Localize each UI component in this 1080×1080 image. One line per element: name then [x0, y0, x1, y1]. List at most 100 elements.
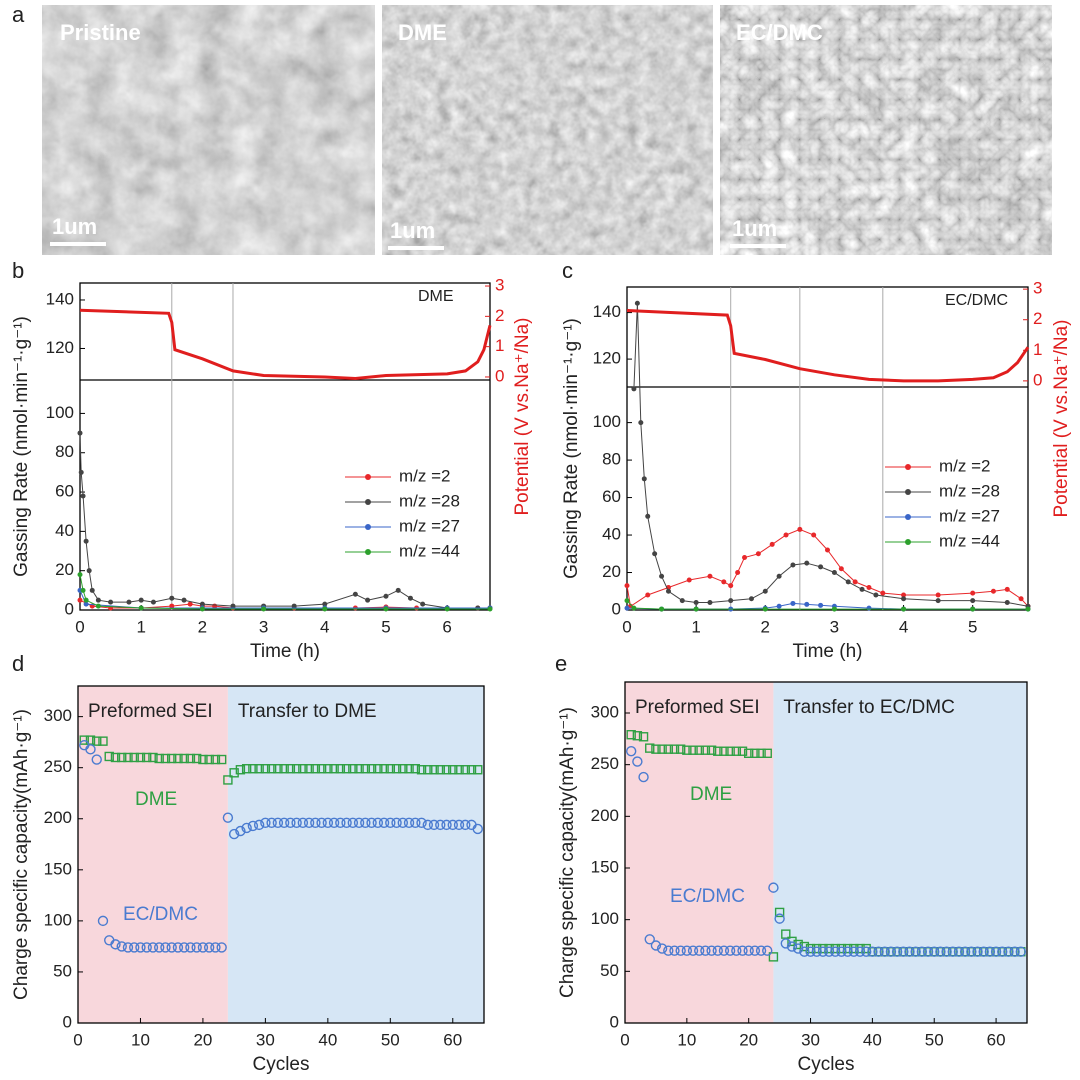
data-point [329, 764, 339, 774]
data-point [776, 603, 782, 609]
data-point [285, 764, 296, 774]
data-point [123, 752, 133, 763]
data-point [737, 746, 748, 756]
data-point [272, 817, 284, 829]
data-point [686, 577, 692, 583]
data-point [866, 585, 872, 591]
data-point [641, 476, 647, 482]
region-label: Transfer to EC/DMC [783, 697, 954, 718]
data-point [713, 746, 723, 756]
data-point [138, 605, 144, 611]
data-point [818, 602, 824, 608]
data-point [799, 941, 810, 952]
data-point [166, 942, 177, 953]
data-point [77, 572, 83, 578]
data-point [216, 942, 227, 953]
data-point [148, 752, 158, 763]
data-point [241, 822, 252, 834]
x-tick-label: 60 [987, 1030, 1006, 1049]
data-point [780, 938, 791, 949]
data-point [901, 596, 907, 602]
legend-label: m/z =2 [939, 456, 991, 475]
data-point [260, 764, 271, 774]
data-point [291, 603, 297, 609]
data-point [197, 942, 209, 953]
data-point [645, 513, 651, 519]
y-tick-label: 0 [65, 599, 74, 618]
data-point [706, 745, 717, 755]
data-point [669, 945, 680, 956]
data-point [181, 597, 187, 603]
data-point [322, 601, 328, 607]
legend-marker [905, 539, 911, 545]
data-point [86, 568, 92, 574]
data-point [80, 587, 86, 593]
data-point [273, 764, 283, 774]
data-point [110, 939, 121, 950]
data-point [916, 946, 928, 957]
series-label: DME [135, 789, 177, 810]
y-tick-label: 250 [591, 754, 619, 773]
data-point [866, 605, 872, 611]
data-point [852, 579, 858, 585]
x-tick-label: 1 [136, 617, 145, 636]
plot-frame [626, 286, 1029, 611]
data-point [172, 942, 184, 953]
data-point [444, 606, 450, 612]
data-point [984, 946, 996, 957]
data-point [625, 746, 637, 757]
data-point [721, 579, 727, 585]
data-point [104, 751, 114, 762]
data-point [898, 946, 909, 957]
data-point [353, 817, 365, 829]
data-point [420, 601, 426, 607]
data-point [385, 764, 396, 774]
panel-label: d [12, 651, 24, 676]
data-point [354, 764, 364, 774]
data-point [235, 825, 246, 837]
data-point [811, 946, 822, 957]
data-point [385, 817, 396, 829]
y-tick-label: 0 [63, 1012, 72, 1031]
data-point [719, 746, 729, 756]
x-tick-label: 10 [131, 1030, 150, 1049]
legend-label: m/z =27 [399, 516, 460, 535]
data-point [410, 764, 420, 774]
data-point [880, 590, 886, 596]
data-point [742, 555, 748, 561]
data-point [404, 764, 414, 774]
data-point [724, 945, 736, 956]
x-axis-label: Cycles [252, 1054, 309, 1075]
data-point [659, 606, 665, 612]
x-tick-label: 10 [677, 1030, 696, 1049]
data-point [454, 765, 464, 775]
data-point [448, 765, 458, 775]
data-point [797, 526, 803, 532]
data-point [92, 736, 102, 746]
sem-label: EC/DMC [736, 20, 823, 45]
data-point [845, 579, 851, 585]
x-tick-label: 50 [925, 1030, 944, 1049]
x-tick-label: 2 [198, 617, 207, 636]
y2-tick-label: 1 [1033, 340, 1042, 359]
data-point [644, 934, 655, 945]
data-point [638, 771, 649, 783]
data-point [762, 606, 768, 612]
data-point [756, 748, 766, 758]
data-point [428, 819, 440, 831]
data-point [859, 586, 865, 592]
data-point [1015, 946, 1027, 957]
data-point [634, 300, 640, 306]
data-point [743, 945, 754, 956]
data-point [185, 753, 196, 764]
annotation: EC/DMC [945, 292, 1008, 309]
data-point [681, 945, 693, 956]
data-point [935, 946, 946, 957]
data-point [842, 946, 853, 957]
data-point [663, 945, 674, 956]
data-point [768, 952, 779, 962]
data-point [749, 945, 761, 956]
data-point [466, 765, 477, 775]
annotation: DME [418, 288, 454, 305]
data-point [365, 597, 371, 603]
